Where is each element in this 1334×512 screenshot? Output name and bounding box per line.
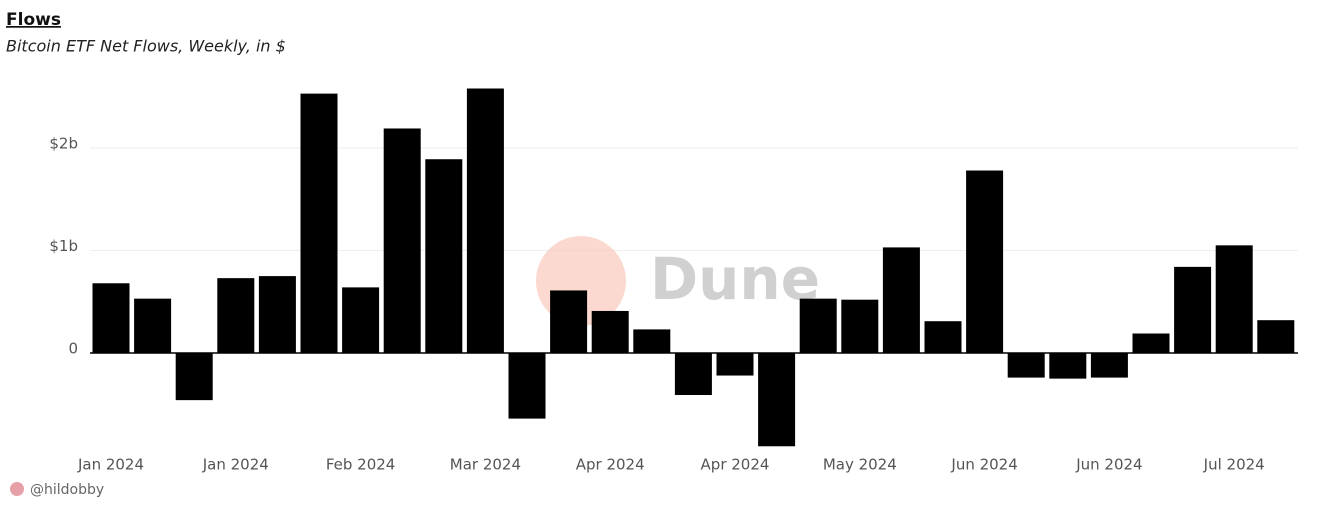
- bar: [383, 128, 421, 353]
- y-tick-label: $1b: [49, 237, 78, 255]
- bar: [674, 352, 712, 396]
- y-tick-label: $2b: [49, 134, 78, 152]
- bar: [134, 298, 172, 353]
- x-tick-label: Feb 2024: [326, 456, 396, 474]
- bar: [1132, 333, 1170, 353]
- bar: [1257, 320, 1295, 353]
- bar: [425, 159, 463, 353]
- chart-title: Flows: [6, 10, 61, 30]
- bar: [1215, 245, 1253, 353]
- x-tick-label: Jan 2024: [202, 456, 269, 474]
- bar: [342, 287, 380, 353]
- bar: [882, 247, 920, 353]
- bar: [1049, 352, 1087, 379]
- y-tick-label: 0: [68, 339, 78, 357]
- bar: [1090, 352, 1128, 378]
- bar: [924, 321, 962, 353]
- x-tick-label: Apr 2024: [576, 456, 645, 474]
- bar: [217, 278, 255, 353]
- chart-subtitle: Bitcoin ETF Net Flows, Weekly, in $: [6, 37, 286, 56]
- bar: [258, 276, 296, 353]
- bar: [633, 329, 671, 353]
- author: @hildobby: [30, 482, 104, 498]
- bar: [466, 88, 504, 353]
- x-tick-label: Jan 2024: [77, 456, 144, 474]
- bar: [1174, 266, 1212, 353]
- bar: [758, 352, 796, 447]
- bar: [175, 352, 213, 401]
- x-tick-label: May 2024: [823, 456, 897, 474]
- x-tick-label: Mar 2024: [450, 456, 521, 474]
- watermark: Dune: [650, 245, 820, 313]
- x-tick-label: Jun 2024: [1075, 456, 1142, 474]
- bar: [716, 352, 754, 376]
- bar: [841, 299, 879, 353]
- bar: [300, 93, 338, 353]
- bar: [966, 170, 1004, 353]
- x-tick-label: Jul 2024: [1203, 456, 1265, 474]
- x-tick-label: Jun 2024: [950, 456, 1017, 474]
- bar: [1007, 352, 1045, 378]
- bar: [92, 283, 130, 353]
- bar: [550, 290, 588, 353]
- bar: [508, 352, 546, 419]
- author-avatar: [10, 482, 24, 496]
- x-tick-label: Apr 2024: [701, 456, 770, 474]
- bar: [799, 298, 837, 353]
- bar: [591, 310, 629, 353]
